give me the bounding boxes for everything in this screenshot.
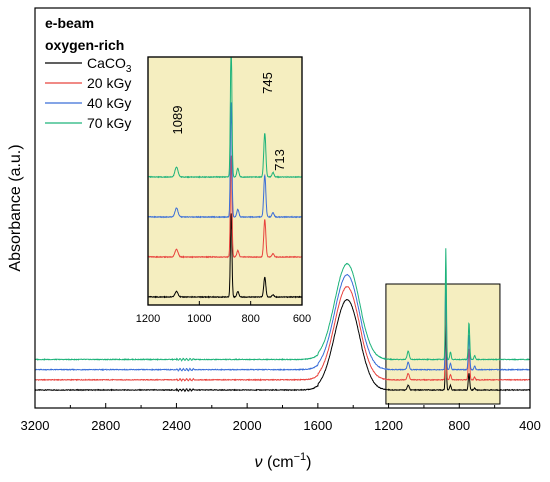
inset-x-ticks: 1200 1000 800 600: [136, 301, 311, 325]
legend-label: 70 kGy: [87, 115, 131, 131]
x-tick-label: 2000: [233, 418, 262, 433]
x-tick-label: 800: [448, 418, 470, 433]
inset-tick-label: 1200: [136, 313, 160, 325]
inset-frame: [147, 56, 303, 306]
x-tick-label: 3200: [21, 418, 50, 433]
series-line-3: [34, 248, 531, 362]
x-tick-label: 1600: [303, 418, 332, 433]
legend-title-line-1: e-beam: [45, 15, 94, 31]
legend-label: 20 kGy: [87, 75, 131, 91]
x-axis-unit-exp: −1: [294, 451, 307, 463]
series-line-2: [35, 273, 531, 372]
inset-annotations: 1089 745 713: [170, 72, 287, 171]
inset-tick-label: 1000: [187, 313, 211, 325]
x-tick-label: 400: [519, 418, 541, 433]
x-axis-unit-suffix: ): [306, 454, 311, 471]
x-tick-label: 2400: [162, 418, 191, 433]
inset-series-line-1: [147, 155, 303, 259]
x-tick-label: 1200: [374, 418, 403, 433]
peak-label-713: 713: [272, 149, 287, 171]
main-series-group: [34, 248, 531, 393]
x-tick-label: 2800: [91, 418, 120, 433]
inset-series-line-2: [147, 102, 303, 219]
inset-background: [147, 56, 303, 306]
legend-label: 40 kGy: [87, 95, 131, 111]
legend-title-line-2: oxygen-rich: [45, 37, 124, 53]
y-axis-label: Absorbance (a.u.): [7, 144, 24, 271]
legend-label: CaCO3: [87, 55, 132, 75]
peak-label-1089: 1089: [170, 106, 185, 135]
inset-series-line-3: [147, 57, 303, 179]
series-line-1: [34, 286, 531, 382]
inset-series-group: [147, 57, 303, 299]
highlight-region: [385, 283, 501, 405]
inset-zoom: 1200 1000 800 600 1089 745 713: [136, 56, 311, 325]
x-axis-label: ν (cm−1): [255, 451, 312, 471]
peak-label-745: 745: [260, 72, 275, 94]
inset-tick-label: 600: [293, 313, 311, 325]
x-axis-ticks: 3200 2800 2400 2000 1600 1200 800 400: [21, 403, 541, 433]
inset-tick-label: 800: [241, 313, 259, 325]
series-line-0: [34, 298, 531, 393]
x-axis-symbol: ν: [255, 454, 263, 471]
x-axis-unit-prefix: (cm: [263, 454, 294, 471]
inset-series-line-0: [148, 213, 303, 299]
